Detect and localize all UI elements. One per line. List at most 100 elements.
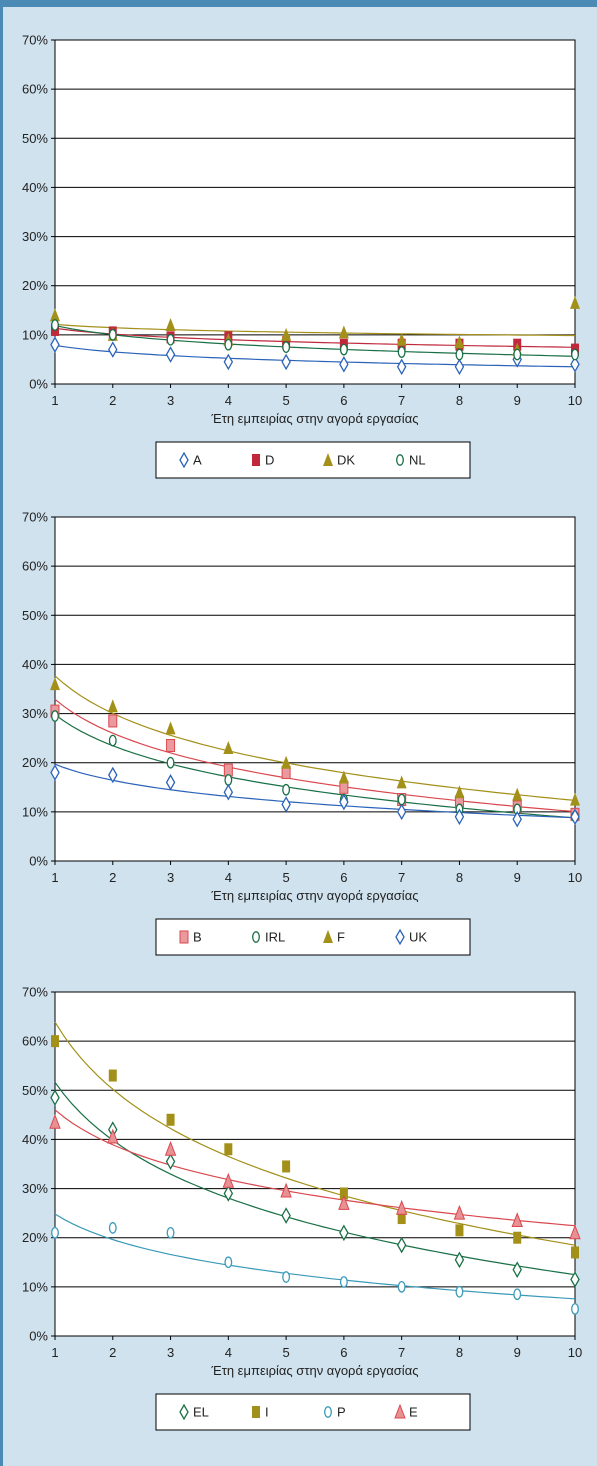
- legend: [155, 1393, 471, 1431]
- x-tick-label: 1: [51, 1345, 58, 1360]
- x-axis-label: Έτη εμπειρίας στην αγορά εργασίας: [211, 1363, 419, 1378]
- data-point-e: [164, 1140, 177, 1156]
- chart-2: 0% 10% 20% 30% 40% 50% 60% 70% 1 2 3 4 5 6 7 8 9 10 Έτη εμ…: [22, 510, 582, 956]
- legend-marker-uk: [395, 928, 405, 946]
- data-point-i: [571, 1246, 579, 1259]
- legend-label-p: P: [337, 1405, 346, 1420]
- legend-marker-dk: [323, 453, 333, 466]
- y-tick-label: 30%: [22, 706, 48, 721]
- data-point-i: [513, 1231, 522, 1244]
- data-point-el: [512, 1261, 522, 1278]
- legend-label-d: D: [265, 453, 274, 468]
- legend-marker-el: [179, 1403, 189, 1421]
- data-point-p: [108, 1222, 117, 1234]
- x-tick-label: 2: [109, 1345, 116, 1360]
- plot-area: [55, 517, 575, 861]
- trendline-nl: [54, 324, 576, 357]
- trendline-i: [54, 1021, 576, 1246]
- data-point-uk: [223, 783, 234, 801]
- data-point-nl: [455, 348, 464, 361]
- y-tick-label: 40%: [22, 1132, 48, 1147]
- data-point-p: [224, 1256, 233, 1269]
- legend-marker-a: [179, 451, 189, 469]
- x-tick-label: 3: [167, 1345, 174, 1360]
- y-tick-label: 10%: [22, 1279, 48, 1294]
- data-point-dk: [454, 335, 465, 349]
- data-point-f: [338, 770, 349, 784]
- data-point-uk: [396, 803, 407, 821]
- plot-area: [55, 992, 575, 1336]
- data-point-uk: [570, 808, 580, 826]
- data-point-p: [282, 1271, 291, 1283]
- data-point-uk: [281, 796, 291, 813]
- x-tick-label: 3: [167, 393, 174, 408]
- data-point-uk: [454, 808, 465, 826]
- x-tick-label: 10: [568, 393, 582, 408]
- chart-3: 0% 10% 20% 30% 40% 50% 60% 70% 1 2 3 4 5 6 7 8 9 10 Έτη εμ…: [22, 985, 582, 1431]
- x-tick-label: 6: [340, 1345, 347, 1360]
- x-tick-label: 10: [568, 870, 582, 885]
- y-tick-label: 50%: [22, 608, 48, 623]
- y-tick-label: 0%: [29, 854, 48, 869]
- legend-label-a: A: [193, 453, 202, 468]
- plot-border: [54, 39, 576, 385]
- legend-marker-irl: [252, 931, 260, 943]
- legend-label-uk: UK: [409, 930, 427, 945]
- data-point-dk: [396, 332, 407, 346]
- data-point-a: [165, 346, 176, 363]
- data-point-p: [571, 1303, 579, 1315]
- data-point-e: [569, 1224, 581, 1240]
- legend-marker-nl: [396, 454, 404, 466]
- x-tick-label: 5: [282, 393, 289, 408]
- legend-marker-e: [394, 1403, 406, 1419]
- data-point-i: [397, 1212, 406, 1225]
- data-point-irl: [224, 774, 233, 786]
- trendline-f: [54, 675, 576, 801]
- data-point-el: [454, 1251, 465, 1269]
- data-point-irl: [108, 734, 117, 747]
- trendline-d: [54, 327, 576, 348]
- chart-1: 0% 10% 20% 30% 40% 50% 60% 70% 1 2 3 4 5 6 7 8 9 10 Έτη εμ…: [22, 33, 582, 479]
- data-point-b: [166, 739, 176, 753]
- y-tick-label: 10%: [22, 327, 48, 342]
- x-tick-label: 5: [282, 870, 289, 885]
- y-tick-label: 0%: [29, 377, 48, 392]
- data-point-e: [280, 1182, 292, 1198]
- y-tick-label: 10%: [22, 804, 48, 819]
- legend-label-irl: IRL: [265, 930, 285, 945]
- data-point-f: [281, 755, 292, 769]
- x-tick-label: 9: [514, 393, 521, 408]
- data-point-uk: [512, 810, 522, 828]
- data-point-p: [513, 1288, 522, 1301]
- data-point-f: [223, 740, 234, 754]
- y-tick-label: 20%: [22, 755, 48, 770]
- data-point-nl: [339, 343, 348, 356]
- data-point-dk: [338, 325, 349, 339]
- data-point-el: [281, 1207, 291, 1224]
- x-tick-label: 8: [456, 393, 463, 408]
- data-point-nl: [51, 319, 59, 331]
- x-tick-label: 2: [109, 393, 116, 408]
- y-tick-label: 50%: [22, 1083, 48, 1098]
- data-point-el: [50, 1089, 60, 1106]
- legend-marker-p: [324, 1406, 332, 1418]
- x-tick-label: 7: [398, 393, 405, 408]
- y-tick-label: 30%: [22, 1181, 48, 1196]
- data-point-nl: [108, 329, 117, 341]
- trendline-a: [54, 344, 576, 368]
- data-point-dk: [281, 327, 292, 341]
- data-point-el: [396, 1236, 407, 1254]
- data-point-irl: [51, 710, 59, 722]
- y-tick-label: 40%: [22, 657, 48, 672]
- data-point-a: [108, 341, 118, 358]
- data-point-e: [338, 1194, 350, 1210]
- y-tick-label: 60%: [22, 82, 48, 97]
- y-tick-label: 0%: [29, 1329, 48, 1344]
- data-point-irl: [166, 756, 175, 769]
- legend-label-b: B: [193, 930, 202, 945]
- data-point-i: [339, 1187, 348, 1200]
- data-point-f: [570, 792, 580, 806]
- data-point-f: [454, 785, 465, 799]
- plot-border: [54, 991, 576, 1337]
- data-point-f: [50, 677, 60, 691]
